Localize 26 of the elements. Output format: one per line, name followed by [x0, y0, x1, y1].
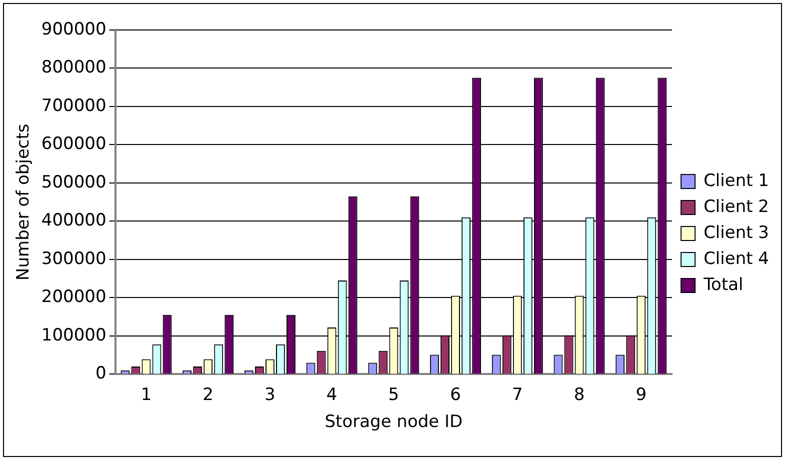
x-tick-label: 4 [326, 384, 338, 405]
y-tick-label: 700000 [41, 96, 106, 116]
y-tick-label: 400000 [41, 210, 106, 231]
legend-label: Client 2 [704, 196, 769, 217]
y-tick-label: 800000 [41, 58, 106, 78]
y-tick-label: 0 [95, 364, 106, 384]
x-tick-label: 2 [202, 384, 214, 405]
x-axis-title: Storage node ID [324, 412, 463, 432]
legend-label: Total [702, 274, 744, 295]
y-tick-label: 300000 [41, 248, 106, 269]
y-axis-title: Number of objects [14, 124, 34, 280]
x-tick-label: 9 [636, 384, 647, 405]
x-tick-label: 7 [512, 384, 523, 405]
y-tick-label: 500000 [41, 172, 106, 192]
x-tick-label: 3 [264, 384, 276, 405]
legend-label: Client 1 [704, 170, 769, 191]
y-tick-label: 200000 [41, 287, 106, 308]
x-tick-label: 1 [140, 384, 152, 405]
y-tick-label: 900000 [41, 19, 106, 40]
x-tick-label: 8 [574, 384, 585, 405]
y-tick-label: 600000 [41, 134, 106, 154]
x-tick-label: 6 [450, 384, 461, 405]
legend-label: Client 3 [704, 222, 769, 243]
legend-label: Client 4 [704, 248, 769, 269]
x-tick-label: 5 [388, 384, 400, 405]
y-tick-label: 100000 [41, 325, 106, 346]
